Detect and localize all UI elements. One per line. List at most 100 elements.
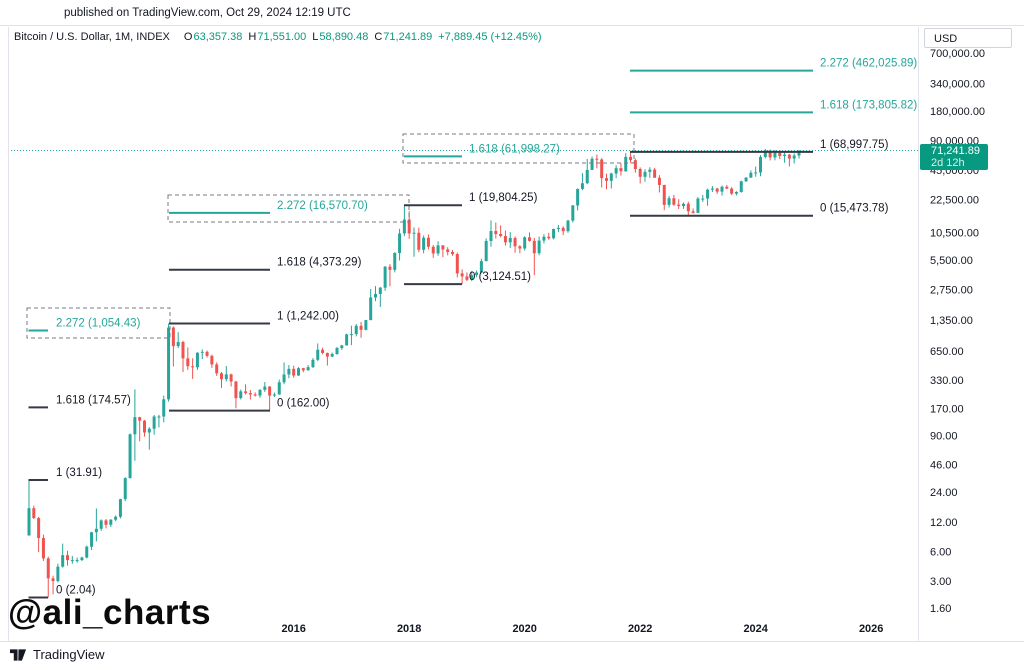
price-axis-tick: 24.00	[930, 487, 958, 499]
fib-projection-box[interactable]	[167, 194, 410, 223]
tradingview-brand[interactable]: TradingView	[33, 647, 105, 662]
candle-body	[147, 428, 151, 433]
candle-body	[335, 348, 339, 354]
candle-body	[316, 349, 320, 360]
candle-body	[494, 231, 498, 235]
candle-body	[465, 276, 469, 280]
candle-body	[451, 251, 454, 255]
fib-level-label: 1.618 (174.57)	[56, 394, 131, 406]
candle-body	[37, 518, 41, 539]
candle-body	[585, 169, 589, 184]
candle-body	[552, 228, 556, 239]
candle-body	[297, 368, 300, 376]
candle-body	[364, 320, 368, 330]
candle-body	[27, 508, 31, 536]
time-axis-year: 2016	[281, 623, 305, 635]
candle-body	[46, 558, 50, 579]
candle-body	[629, 156, 633, 161]
candle-body	[359, 325, 363, 330]
price-axis-tick: 90.00	[930, 431, 958, 443]
candle-body	[61, 555, 65, 567]
candle-body	[595, 158, 599, 160]
candle-body	[224, 374, 228, 380]
candle-body	[518, 246, 522, 249]
candle-body	[162, 399, 166, 417]
candle-body	[258, 389, 262, 396]
candle-body	[489, 231, 493, 241]
candle-body	[104, 520, 108, 525]
candle-body	[754, 172, 758, 174]
candle-body	[215, 364, 219, 374]
footer-bar: TradingView	[0, 642, 1024, 670]
candle-body	[398, 233, 402, 254]
price-axis-tick: 5,500.00	[930, 255, 973, 267]
fib-level-label: 0 (2.04)	[56, 585, 96, 597]
candle-body	[503, 236, 507, 243]
fib-level-label: 1 (1,242.00)	[277, 311, 339, 323]
fib-projection-box[interactable]	[402, 133, 635, 164]
candle-body	[234, 381, 238, 399]
time-axis-year: 2026	[859, 623, 883, 635]
candle-body	[580, 183, 584, 189]
currency-toggle-usd[interactable]: USD	[924, 28, 1012, 48]
change-value: +7,889.45 (+12.45%)	[438, 31, 542, 43]
candle-body	[532, 240, 536, 254]
candle-body	[499, 234, 503, 237]
candle-body	[75, 560, 79, 562]
price-axis-tick: 650.00	[930, 346, 964, 358]
fib-level-label: 2.272 (462,025.89)	[820, 58, 917, 70]
candle-body	[730, 188, 734, 194]
candle-body	[686, 203, 690, 212]
candle-body	[292, 368, 296, 376]
ohlc-letter: O	[183, 31, 193, 43]
candle-body	[547, 236, 551, 239]
currency-label: USD	[934, 33, 958, 45]
candle-body	[614, 168, 618, 174]
candle-body	[725, 186, 729, 189]
candle-body	[114, 516, 118, 520]
candle-body	[378, 287, 382, 294]
time-axis-border	[0, 641, 1024, 642]
candle-body	[229, 374, 233, 382]
candle-body	[470, 275, 474, 280]
candle-body	[66, 555, 69, 561]
candle-body	[248, 393, 252, 395]
ohlc-values: O63,357.38 H71,551.00 L58,890.48 C71,241.89	[178, 31, 432, 43]
candle-body	[41, 538, 45, 559]
candle-body	[633, 160, 637, 169]
fib-level-label: 2.272 (1,054.43)	[56, 318, 141, 330]
candle-body	[388, 266, 392, 270]
fib-level-label: 2.272 (16,570.70)	[277, 200, 368, 212]
candle-body	[523, 237, 527, 249]
candle-body	[152, 416, 156, 429]
candle-body	[600, 159, 604, 179]
candle-body	[576, 188, 580, 206]
candle-body	[191, 366, 195, 368]
candle-body	[566, 220, 570, 232]
last-price-value: 71,241.89	[931, 145, 980, 157]
candle-body	[460, 273, 464, 277]
ohlc-letter: C	[374, 31, 383, 43]
plot-left-border	[8, 27, 9, 641]
candle-body	[710, 188, 714, 190]
candle-body	[797, 150, 801, 156]
candle-body	[369, 297, 373, 321]
candle-body	[109, 519, 113, 525]
candle-body	[220, 373, 223, 380]
candle-body	[672, 198, 676, 205]
candle-body	[701, 198, 705, 200]
candle-body	[349, 334, 353, 336]
candle-body	[239, 391, 243, 399]
last-price-tag: 71,241.89 2d 12h	[920, 144, 988, 170]
candle-body	[383, 266, 387, 288]
candle-body	[301, 368, 305, 371]
time-axis-year: 2020	[512, 623, 536, 635]
symbol-title[interactable]: Bitcoin / U.S. Dollar, 1M, INDEX	[14, 31, 170, 43]
candle-body	[138, 417, 142, 421]
fib-level-label: 1 (31.91)	[56, 467, 102, 479]
watermark: @ali_charts	[8, 593, 212, 632]
candle-body	[759, 156, 762, 173]
fib-level-label: 1.618 (4,373.29)	[277, 257, 362, 269]
candle-body	[181, 342, 185, 359]
